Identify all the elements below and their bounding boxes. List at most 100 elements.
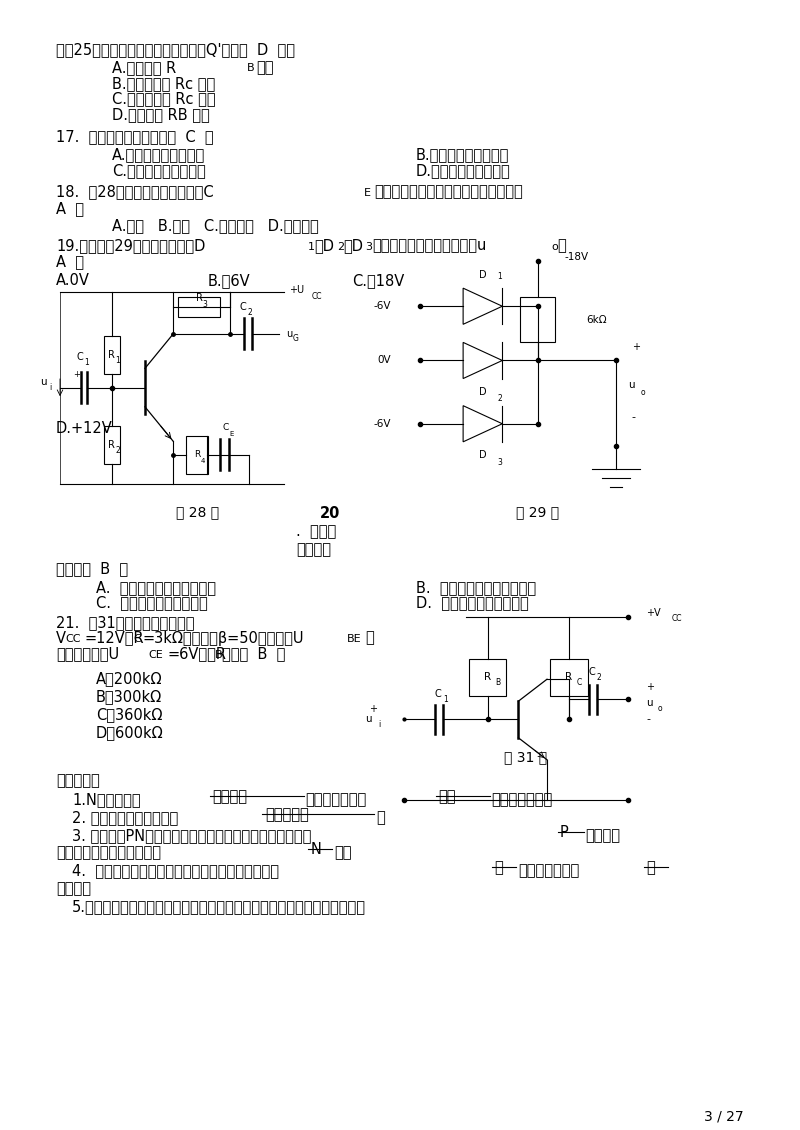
Text: 0V: 0V <box>377 356 390 365</box>
Text: P: P <box>560 825 569 840</box>
Text: （: （ <box>558 238 566 253</box>
Text: C: C <box>222 424 228 433</box>
Text: B.集电极电阻 Rc 减小: B.集电极电阻 Rc 减小 <box>112 76 215 90</box>
Text: 19.电路如题29图所示，二极管D: 19.电路如题29图所示，二极管D <box>56 238 206 253</box>
Text: A．200kΩ: A．200kΩ <box>96 671 162 686</box>
Text: R: R <box>196 294 202 303</box>
Text: 3: 3 <box>498 458 502 467</box>
Text: 断开后电路的电压放大倍数的大小将（: 断开后电路的电压放大倍数的大小将（ <box>374 184 523 199</box>
Text: A.偏置电阻 R: A.偏置电阻 R <box>112 60 176 75</box>
Text: 向偏置，集电结: 向偏置，集电结 <box>518 863 580 878</box>
Text: 是多数载流子，: 是多数载流子， <box>306 792 367 807</box>
Text: C: C <box>576 678 582 687</box>
Text: 1: 1 <box>443 695 448 704</box>
Text: 状态时（  B  ）: 状态时（ B ） <box>56 562 128 576</box>
Text: =6V，则R: =6V，则R <box>167 646 226 661</box>
Text: +: + <box>646 681 654 692</box>
Text: 2: 2 <box>337 242 344 252</box>
Text: A  ）: A ） <box>56 201 84 216</box>
Text: 4.  半导体三极管具有放大作用的外部条件是发射结: 4. 半导体三极管具有放大作用的外部条件是发射结 <box>72 863 279 878</box>
Text: u: u <box>286 329 293 339</box>
Text: .  三极管: . 三极管 <box>296 524 336 539</box>
Text: =12V，R: =12V，R <box>85 631 145 645</box>
Text: CC: CC <box>311 292 322 301</box>
Text: C: C <box>434 689 442 698</box>
Text: u: u <box>40 376 46 386</box>
Text: 1: 1 <box>308 242 315 252</box>
Text: B.  发射结正偏，集电结反偏: B. 发射结正偏，集电结反偏 <box>416 580 536 594</box>
Text: D: D <box>479 270 486 279</box>
Text: u: u <box>646 698 653 709</box>
Text: 的负极通过电阻接半导体的: 的负极通过电阻接半导体的 <box>56 845 161 860</box>
Text: 若要使静态时U: 若要使静态时U <box>56 646 119 661</box>
Text: -18V: -18V <box>565 252 589 261</box>
Text: 20: 20 <box>320 506 340 521</box>
Text: R: R <box>194 451 200 459</box>
FancyBboxPatch shape <box>104 426 120 464</box>
Text: 2. 二极管最重要的特性是: 2. 二极管最重要的特性是 <box>72 810 178 825</box>
Text: C.－18V: C.－18V <box>352 273 404 288</box>
Text: C.集电极电阻 Rc 增加: C.集电极电阻 Rc 增加 <box>112 92 216 106</box>
Text: ，: ， <box>366 631 374 645</box>
Text: 1.N型半导体中: 1.N型半导体中 <box>72 792 141 807</box>
Text: 6kΩ: 6kΩ <box>586 315 607 324</box>
Text: B.－6V: B.－6V <box>208 273 250 288</box>
Text: 向偏置。: 向偏置。 <box>56 881 91 896</box>
Text: 1: 1 <box>84 358 89 367</box>
Text: D.电流控制电压的器件: D.电流控制电压的器件 <box>416 163 510 177</box>
Text: o: o <box>658 704 662 713</box>
Text: -6V: -6V <box>373 302 390 311</box>
Text: A.0V: A.0V <box>56 273 90 288</box>
Text: R: R <box>566 672 573 683</box>
FancyBboxPatch shape <box>550 659 588 696</box>
Text: R: R <box>484 672 491 683</box>
Text: u: u <box>628 381 634 390</box>
Text: 3: 3 <box>202 299 207 308</box>
Text: D.偏置电阻 RB 减小: D.偏置电阻 RB 减小 <box>112 107 210 122</box>
Text: 空穴: 空穴 <box>438 789 456 803</box>
Text: ，D: ，D <box>314 238 334 253</box>
Text: A.  发射结反偏，集电结正偏: A. 发射结反偏，集电结正偏 <box>96 580 216 594</box>
FancyBboxPatch shape <box>104 336 120 374</box>
Text: R: R <box>109 441 115 450</box>
Text: A.减小   B.增大   C.忽大忽小   D.保持不变: A.减小 B.增大 C.忽大忽小 D.保持不变 <box>112 218 318 233</box>
Text: 2: 2 <box>115 446 120 455</box>
Text: CE: CE <box>148 650 162 660</box>
Text: 3: 3 <box>366 242 373 252</box>
Text: +U: +U <box>289 285 304 295</box>
Text: R: R <box>109 350 115 360</box>
Text: 4: 4 <box>201 458 205 463</box>
Text: 反: 反 <box>646 860 655 875</box>
Text: 如题25图所示，欲使静态工作点移至Q'需使（  D  ）。: 如题25图所示，欲使静态工作点移至Q'需使（ D ）。 <box>56 42 295 56</box>
Text: -: - <box>646 714 650 724</box>
Text: D: D <box>479 451 486 460</box>
Text: -6V: -6V <box>373 419 390 428</box>
Text: 增加: 增加 <box>256 60 274 75</box>
Text: ，D: ，D <box>343 238 363 253</box>
Text: 自由电子: 自由电子 <box>212 789 247 803</box>
Text: CC: CC <box>66 634 81 644</box>
Text: D.  发射结与集电结均反偏: D. 发射结与集电结均反偏 <box>416 596 529 610</box>
Text: 3. 给半导体PN结加正向电压时，电源的正极应接半导体的: 3. 给半导体PN结加正向电压时，电源的正极应接半导体的 <box>72 828 311 843</box>
Text: CC: CC <box>671 615 682 624</box>
Text: 区。: 区。 <box>334 845 352 860</box>
Text: C．360kΩ: C．360kΩ <box>96 707 162 722</box>
Text: C.  发射结与集电结均正偏: C. 发射结与集电结均正偏 <box>96 596 208 610</box>
Text: 2: 2 <box>597 672 602 681</box>
FancyBboxPatch shape <box>178 297 221 316</box>
Text: D: D <box>479 388 486 397</box>
Text: 二、填空题: 二、填空题 <box>56 773 100 788</box>
Text: 正: 正 <box>494 860 503 875</box>
FancyBboxPatch shape <box>469 659 506 696</box>
Text: 。: 。 <box>376 810 385 825</box>
Text: B.电压控制电流的器件: B.电压控制电流的器件 <box>416 147 510 162</box>
Text: 1: 1 <box>498 272 502 281</box>
Text: E: E <box>229 431 234 436</box>
FancyBboxPatch shape <box>520 297 555 342</box>
Text: o: o <box>551 242 558 252</box>
Text: 17.  半导体三极管是一种（  C  ）: 17. 半导体三极管是一种（ C ） <box>56 129 214 144</box>
Text: E: E <box>364 188 371 198</box>
Text: D．600kΩ: D．600kΩ <box>96 725 164 740</box>
Text: 1: 1 <box>115 356 120 365</box>
Text: 应取（  B  ）: 应取（ B ） <box>222 646 285 661</box>
